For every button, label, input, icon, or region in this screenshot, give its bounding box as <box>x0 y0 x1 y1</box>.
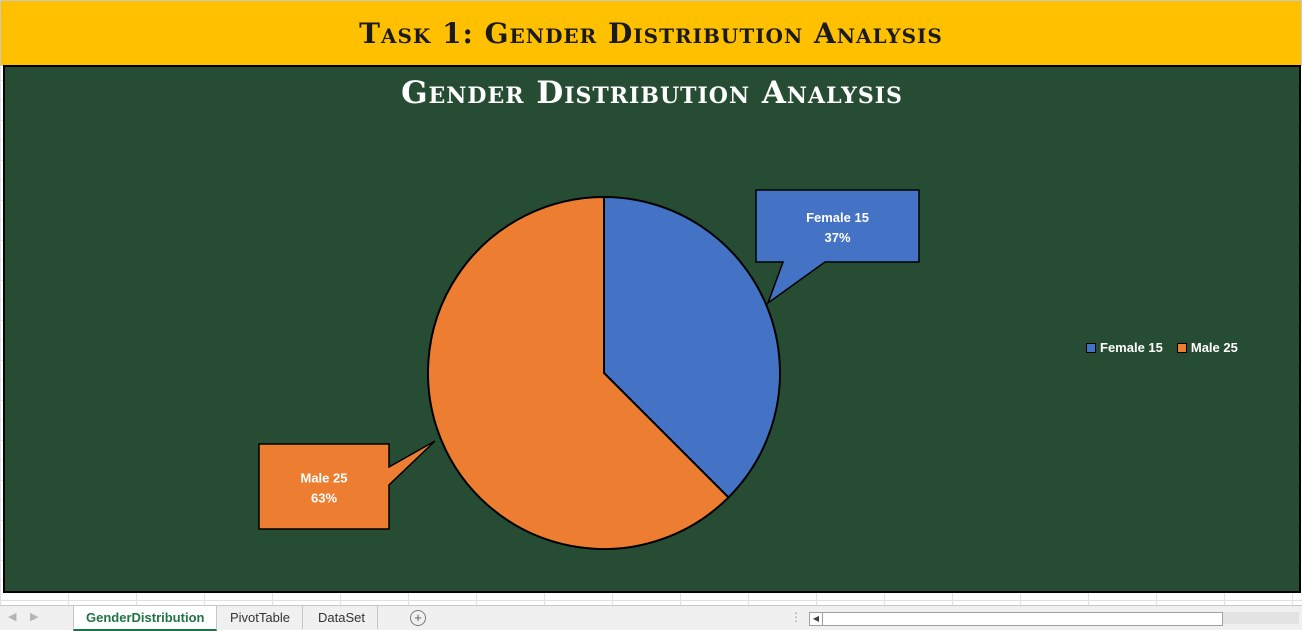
horizontal-scrollbar[interactable]: ◀ <box>809 612 1223 626</box>
data-label-callout-female: Female 15 37% <box>755 189 920 306</box>
tab-gender-distribution[interactable]: GenderDistribution <box>73 606 218 631</box>
legend-label-female: Female 15 <box>1100 340 1163 355</box>
legend-item-male: Male 25 <box>1176 340 1238 355</box>
pie-chart-area[interactable]: Gender Distribution Analysis Female 15 37… <box>3 65 1301 593</box>
horizontal-scroll-track[interactable] <box>1223 612 1299 624</box>
legend-swatch-male <box>1176 342 1187 353</box>
pie-slice-male[interactable] <box>427 195 730 550</box>
tab-pivot-table[interactable]: PivotTable <box>218 606 303 629</box>
data-label-category-female: Female 15 <box>806 210 869 225</box>
legend-swatch-female <box>1086 342 1096 353</box>
data-label-percent-female: 37% <box>824 230 850 245</box>
tab-splitter-handle[interactable]: ⋮ <box>790 610 802 624</box>
legend-label-male: Male 25 <box>1190 340 1238 355</box>
data-label-category-male: Male 25 <box>301 471 348 486</box>
scroll-tabs-right-icon[interactable]: ▶ <box>30 611 39 623</box>
chart-title: Gender Distribution Analysis <box>401 75 903 111</box>
tab-dataset[interactable]: DataSet <box>306 606 378 629</box>
pie-chart-canvas: Female 15 37% Male 25 63% <box>258 189 920 550</box>
scroll-tabs-left-icon[interactable]: ◀ <box>8 611 17 623</box>
chart-legend: Female 15 Male 25 <box>1086 340 1238 355</box>
sheet-title: Task 1: Gender Distribution Analysis <box>359 16 943 50</box>
data-label-percent-male: 63% <box>311 491 337 506</box>
data-label-callout-male: Male 25 63% <box>258 440 436 530</box>
add-sheet-icon[interactable]: + <box>410 610 426 626</box>
scroll-left-icon[interactable]: ◀ <box>810 613 823 625</box>
legend-item-female: Female 15 <box>1086 340 1163 355</box>
sheet-title-banner: Task 1: Gender Distribution Analysis <box>0 0 1302 66</box>
pie-slice-female[interactable] <box>603 195 781 499</box>
sheet-tabs-bar: ◀ ▶ GenderDistribution PivotTable DataSe… <box>0 605 1302 631</box>
